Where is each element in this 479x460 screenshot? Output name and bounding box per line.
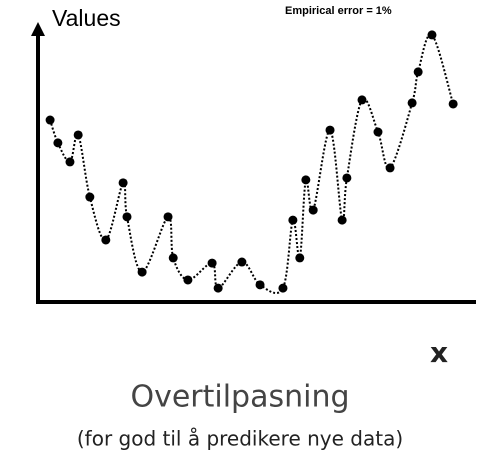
data-point	[255, 280, 265, 290]
data-point	[427, 30, 437, 40]
data-point	[295, 253, 305, 263]
annotation: Empirical error = 1%	[285, 5, 392, 17]
y-axis-label: Values	[52, 5, 121, 31]
data-point	[308, 205, 318, 215]
data-point	[407, 98, 417, 108]
data-point	[168, 253, 178, 263]
data-point	[448, 99, 458, 109]
data-point	[278, 283, 288, 293]
data-point	[85, 192, 95, 202]
chart-title: Overtilpasning	[130, 380, 349, 415]
x-axis-label: x	[430, 336, 448, 369]
data-point	[373, 127, 383, 137]
data-point	[118, 178, 128, 188]
y-axis-arrow	[31, 22, 45, 36]
data-point	[53, 138, 63, 148]
data-point	[288, 215, 298, 225]
data-point	[207, 258, 217, 268]
data-point	[101, 235, 111, 245]
data-point	[301, 175, 311, 185]
data-point	[213, 283, 223, 293]
data-point	[337, 215, 347, 225]
data-point	[342, 173, 352, 183]
data-point	[137, 267, 147, 277]
chart-subtitle: (for god til å predikere nye data)	[77, 427, 403, 451]
fit-curve	[49, 33, 455, 294]
data-point	[237, 257, 247, 267]
data-point	[357, 95, 367, 105]
data-point	[65, 157, 75, 167]
data-point	[325, 125, 335, 135]
data-point	[45, 115, 55, 125]
data-point	[183, 275, 193, 285]
data-point	[413, 67, 423, 77]
data-point	[163, 212, 173, 222]
data-point	[73, 130, 83, 140]
data-point	[122, 212, 132, 222]
data-point	[385, 163, 395, 173]
